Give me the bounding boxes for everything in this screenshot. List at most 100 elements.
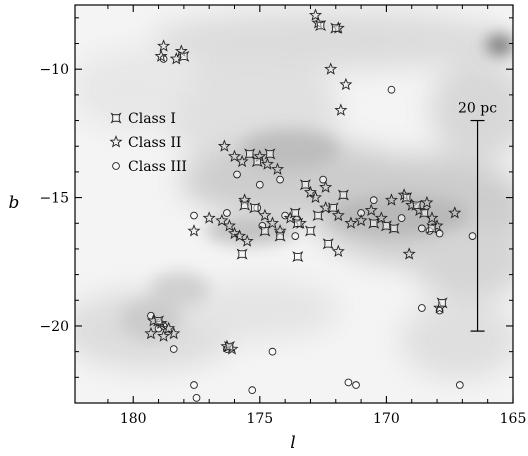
- class-i-point: [223, 341, 235, 353]
- class-ii-point: [157, 39, 171, 52]
- legend-label-class-i: Class I: [128, 111, 176, 127]
- class-iii-point: [190, 381, 198, 389]
- class-i-point: [312, 210, 324, 222]
- scale-bar-label: 20 pc: [458, 101, 497, 117]
- class-iii-point: [352, 381, 360, 389]
- class-ii-point: [319, 180, 333, 193]
- class-i-point: [327, 202, 339, 214]
- class-i-point: [401, 192, 413, 204]
- class-ii-point: [260, 157, 274, 170]
- class-i-point: [330, 22, 342, 34]
- class-ii-point: [202, 211, 216, 224]
- class-i-point: [368, 217, 380, 229]
- plot-frame: [74, 4, 514, 404]
- class-i-point: [304, 225, 316, 237]
- class-i-point: [292, 217, 304, 229]
- class-iii-point: [357, 209, 365, 217]
- class-ii-point: [308, 8, 323, 21]
- class-i-point: [292, 251, 304, 263]
- class-ii-point: [227, 149, 242, 163]
- class-iii-point: [468, 232, 477, 240]
- class-ii-point: [227, 226, 242, 240]
- x-axis-title: l: [290, 433, 295, 453]
- class-iii-point: [387, 85, 396, 94]
- class-ii-point: [374, 211, 388, 224]
- class-ii-point: [217, 139, 231, 152]
- class-iii-point: [248, 386, 257, 395]
- class-iii-point: [369, 196, 378, 204]
- class-ii-point: [420, 195, 434, 209]
- class-ii-point: [167, 326, 181, 340]
- class-ii-point: [240, 234, 254, 247]
- class-ii-point: [364, 203, 378, 216]
- class-i-point: [322, 238, 334, 250]
- class-iii-point: [397, 214, 406, 222]
- class-ii-point: [384, 193, 398, 206]
- class-i-point: [436, 297, 448, 309]
- class-ii-point: [448, 206, 462, 219]
- class-i-point: [388, 222, 400, 234]
- extinction-map: [75, 5, 513, 403]
- class-ii-point: [308, 190, 323, 204]
- class-iii-point: [344, 378, 353, 387]
- y-axis-title: b: [9, 193, 20, 213]
- class-iii-point: [418, 304, 426, 312]
- legend-icons: [109, 112, 123, 170]
- x-tick-label: 180: [120, 411, 147, 427]
- legend-marker-class-iii: [112, 162, 120, 170]
- class-i-point: [380, 220, 392, 232]
- class-i-point: [426, 222, 438, 234]
- class-ii-point: [430, 218, 444, 232]
- x-tick-label: 170: [373, 411, 400, 427]
- axes: 180 175 170 165 −10 −15 −20: [39, 5, 526, 427]
- class-i-point: [289, 207, 301, 219]
- class-iii-point: [319, 175, 327, 184]
- class-ii-point: [258, 208, 272, 222]
- class-iii-point: [255, 180, 264, 189]
- x-tick-label: 165: [500, 411, 527, 427]
- class-ii-point: [331, 244, 345, 258]
- legend-label-class-iii: Class III: [128, 159, 187, 175]
- class-iii-point: [169, 345, 178, 353]
- legend-marker-class-ii: [109, 135, 123, 148]
- class-iii-point: [192, 394, 201, 402]
- class-iii-point: [276, 175, 284, 184]
- class-ii-point: [339, 77, 353, 91]
- class-i-point: [315, 20, 327, 32]
- data-points: [144, 8, 477, 402]
- class-ii-point: [303, 185, 317, 198]
- class-iii-point: [233, 170, 241, 179]
- class-ii-point: [233, 229, 247, 242]
- class-i-point: [249, 202, 261, 214]
- legend-marker-class-i: [110, 112, 122, 124]
- class-ii-point: [354, 213, 368, 227]
- class-i-point: [274, 230, 286, 242]
- scale-bar: 20 pc: [458, 101, 497, 332]
- class-ii-point: [324, 62, 338, 75]
- class-iii-point: [190, 211, 198, 220]
- class-ii-point: [154, 49, 168, 62]
- class-ii-point: [331, 208, 345, 222]
- class-iii-point: [291, 232, 300, 240]
- class-ii-point: [344, 216, 358, 229]
- class-i-point: [418, 207, 430, 219]
- class-i-point: [299, 179, 311, 191]
- class-ii-point: [402, 247, 416, 260]
- class-i-point: [236, 248, 248, 260]
- class-i-point: [259, 225, 271, 237]
- class-iii-point: [418, 224, 426, 233]
- class-ii-point: [144, 326, 158, 340]
- class-i-point: [178, 50, 190, 62]
- class-iii-point: [268, 347, 277, 356]
- legend-label-class-ii: Class II: [128, 135, 181, 151]
- y-tick-label: −20: [39, 319, 69, 335]
- legend: Class I Class II Class III: [109, 111, 187, 175]
- class-i-point: [264, 148, 276, 160]
- class-i-point: [251, 156, 263, 168]
- class-iii-point: [455, 381, 464, 389]
- class-ii-point: [334, 103, 348, 116]
- class-i-point: [239, 199, 251, 211]
- class-ii-point: [235, 154, 249, 168]
- class-ii-point: [187, 224, 201, 237]
